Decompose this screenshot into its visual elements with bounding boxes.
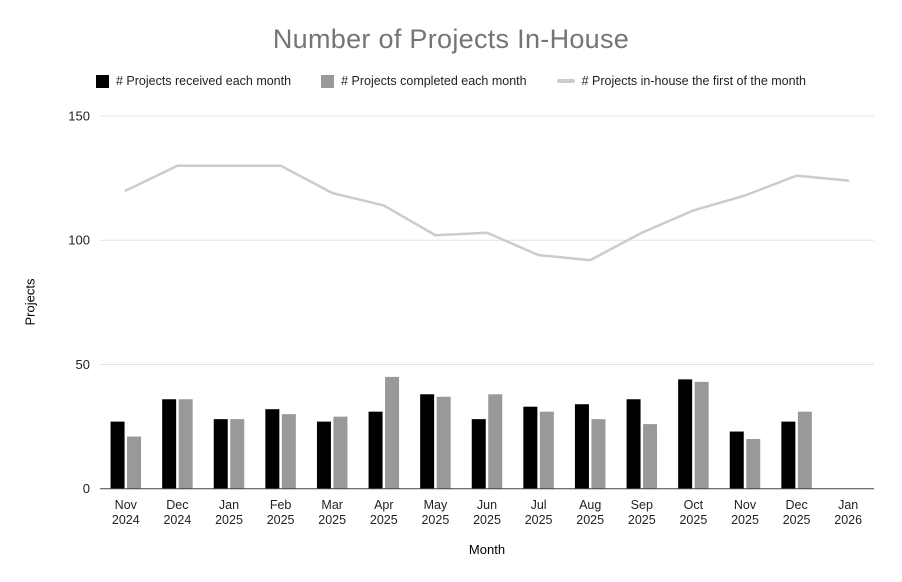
bar-received [420, 394, 435, 489]
bar-completed [178, 399, 193, 489]
bar-completed [539, 411, 554, 489]
y-tick-label: 0 [83, 481, 90, 496]
x-tick-label: Oct 2025 [679, 498, 707, 527]
x-tick-label: Apr 2025 [370, 498, 398, 527]
y-tick-label: 50 [76, 357, 90, 372]
legend-marker-inhouse-icon [556, 79, 575, 83]
legend-label-received: # Projects received each month [115, 74, 292, 88]
bar-completed [230, 419, 245, 489]
bar-received [213, 419, 228, 489]
chart-legend: # Projects received each month # Project… [0, 74, 902, 88]
bar-received [471, 419, 486, 489]
bar-completed [385, 376, 400, 489]
legend-label-inhouse: # Projects in-house the first of the mon… [581, 74, 807, 88]
legend-marker-received-icon [95, 74, 109, 88]
bar-completed [694, 381, 709, 489]
x-tick-label: Sep 2025 [628, 498, 656, 527]
legend-item-received: # Projects received each month [95, 74, 292, 88]
x-tick-label: Dec 2025 [783, 498, 811, 527]
legend-label-completed: # Projects completed each month [341, 74, 527, 88]
bar-completed [333, 416, 348, 489]
bar-received [523, 406, 538, 489]
bar-received [574, 404, 589, 489]
bar-received [781, 421, 796, 489]
x-tick-label: Aug 2025 [576, 498, 604, 527]
x-tick-label: Mar 2025 [318, 498, 346, 527]
x-tick-label: May 2025 [421, 498, 449, 527]
bar-completed [591, 419, 606, 489]
x-tick-label: Nov 2024 [112, 498, 140, 527]
x-tick-label: Feb 2025 [267, 498, 295, 527]
y-axis-title: Projects [22, 278, 38, 326]
x-axis-title: Month [468, 542, 506, 557]
bar-received [678, 379, 693, 489]
bar-received [162, 399, 177, 489]
bar-completed [746, 439, 761, 489]
bar-received [110, 421, 125, 489]
bar-received [729, 431, 744, 489]
x-tick-label: Jan 2026 [834, 498, 862, 527]
chart-title: Number of Projects In-House [272, 24, 630, 54]
inhouse-line [124, 164, 850, 262]
bar-received [265, 409, 280, 489]
legend-item-inhouse: # Projects in-house the first of the mon… [556, 74, 807, 88]
x-tick-label: Dec 2024 [163, 498, 191, 527]
bar-completed [643, 424, 658, 489]
bar-received [626, 399, 641, 489]
bar-completed [127, 436, 142, 489]
y-tick-label: 100 [68, 233, 90, 248]
bar-completed [797, 411, 812, 489]
bar-received [368, 411, 383, 489]
x-tick-label: Jul 2025 [525, 498, 553, 527]
bar-completed [281, 414, 296, 489]
bar-received [316, 421, 331, 489]
x-tick-label: Nov 2025 [731, 498, 759, 527]
x-tick-label: Jun 2025 [473, 498, 501, 527]
legend-item-completed: # Projects completed each month [321, 74, 527, 88]
bar-completed [488, 394, 503, 489]
legend-marker-completed-icon [321, 74, 335, 88]
bar-completed [436, 396, 451, 489]
y-tick-label: 150 [68, 109, 90, 124]
x-tick-label: Jan 2025 [215, 498, 243, 527]
